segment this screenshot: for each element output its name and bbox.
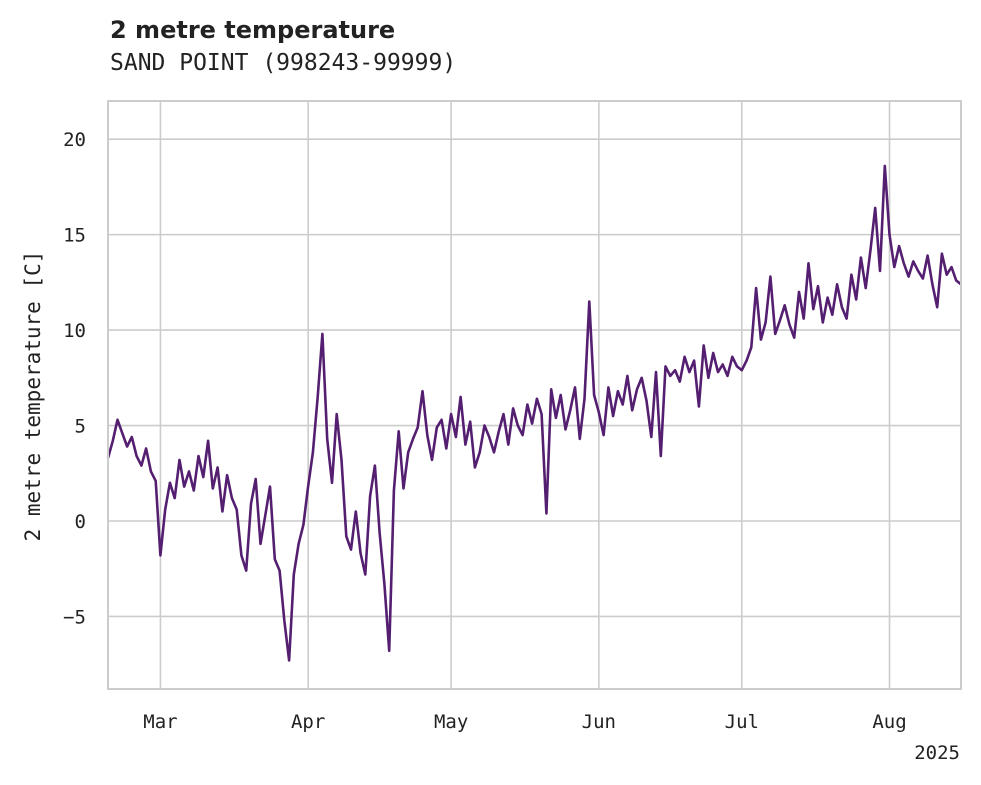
x-axis-ticks: Mar Apr May Jun Jul Aug <box>143 711 906 733</box>
x-tick-label: Mar <box>143 711 177 733</box>
y-tick-label: 10 <box>63 320 86 342</box>
grid-lines <box>108 101 961 689</box>
plot-frame <box>107 100 962 690</box>
series-line <box>106 164 962 662</box>
y-tick-label: 20 <box>63 129 86 151</box>
x-offset-label: 2025 <box>914 742 960 764</box>
x-tick-label: Aug <box>872 711 906 733</box>
chart-subtitle: SAND POINT (998243-99999) <box>110 50 457 76</box>
y-tick-label: 5 <box>75 416 86 438</box>
y-axis-label: 2 metre temperature [C] <box>21 251 45 542</box>
series-layer <box>106 164 962 662</box>
y-tick-label: 0 <box>75 511 86 533</box>
x-tick-label: Apr <box>291 711 325 733</box>
x-tick-label: Jun <box>582 711 616 733</box>
x-tick-label: May <box>434 711 468 733</box>
x-tick-label: Jul <box>725 711 759 733</box>
chart-title: 2 metre temperature <box>110 16 396 44</box>
y-tick-label: −5 <box>63 606 86 628</box>
y-axis-ticks: −5 0 5 10 15 20 <box>63 129 86 628</box>
y-tick-label: 15 <box>63 225 86 247</box>
